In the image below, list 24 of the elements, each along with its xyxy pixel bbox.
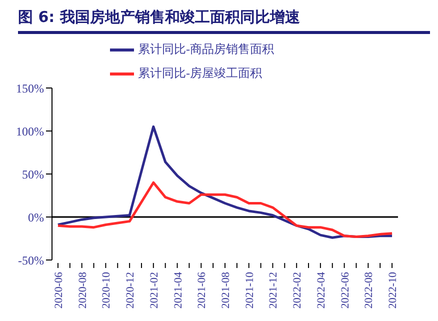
chart-title: 图 6: 我国房地产销售和竣工面积同比增速 [18,8,430,34]
x-tick-label: 2022-04 [315,272,328,309]
x-tick-label: 2021-02 [148,272,160,309]
y-tick-label: 100% [16,124,44,138]
x-tick-label: 2021-12 [268,272,280,309]
x-tick-label: 2022-06 [339,272,352,309]
legend-label: 累计同比-房屋竣工面积 [138,66,262,80]
x-tick-label: 2021-04 [172,272,184,309]
y-tick-label: 0% [28,210,44,224]
x-tick-label: 2021-10 [244,272,256,309]
x-tick-label: 2020-06 [52,272,65,309]
legend-label: 累计同比-商品房销售面积 [138,42,274,56]
x-tick-label: 2021-08 [220,272,232,309]
y-tick-label: 50% [22,167,44,182]
x-tick-label: 2022-02 [292,272,304,309]
y-tick-label: 150% [16,81,44,96]
x-tick-label: 2022-08 [363,272,376,309]
x-tick-label: 2021-06 [196,272,208,309]
x-tick-label: 2020-12 [124,272,137,309]
x-tick-label: 2022-10 [387,272,400,309]
line-series [56,181,394,238]
x-tick-label: 2020-10 [100,272,113,309]
y-tick-label: -50% [18,253,44,268]
x-tick-label: 2020-08 [76,272,89,309]
